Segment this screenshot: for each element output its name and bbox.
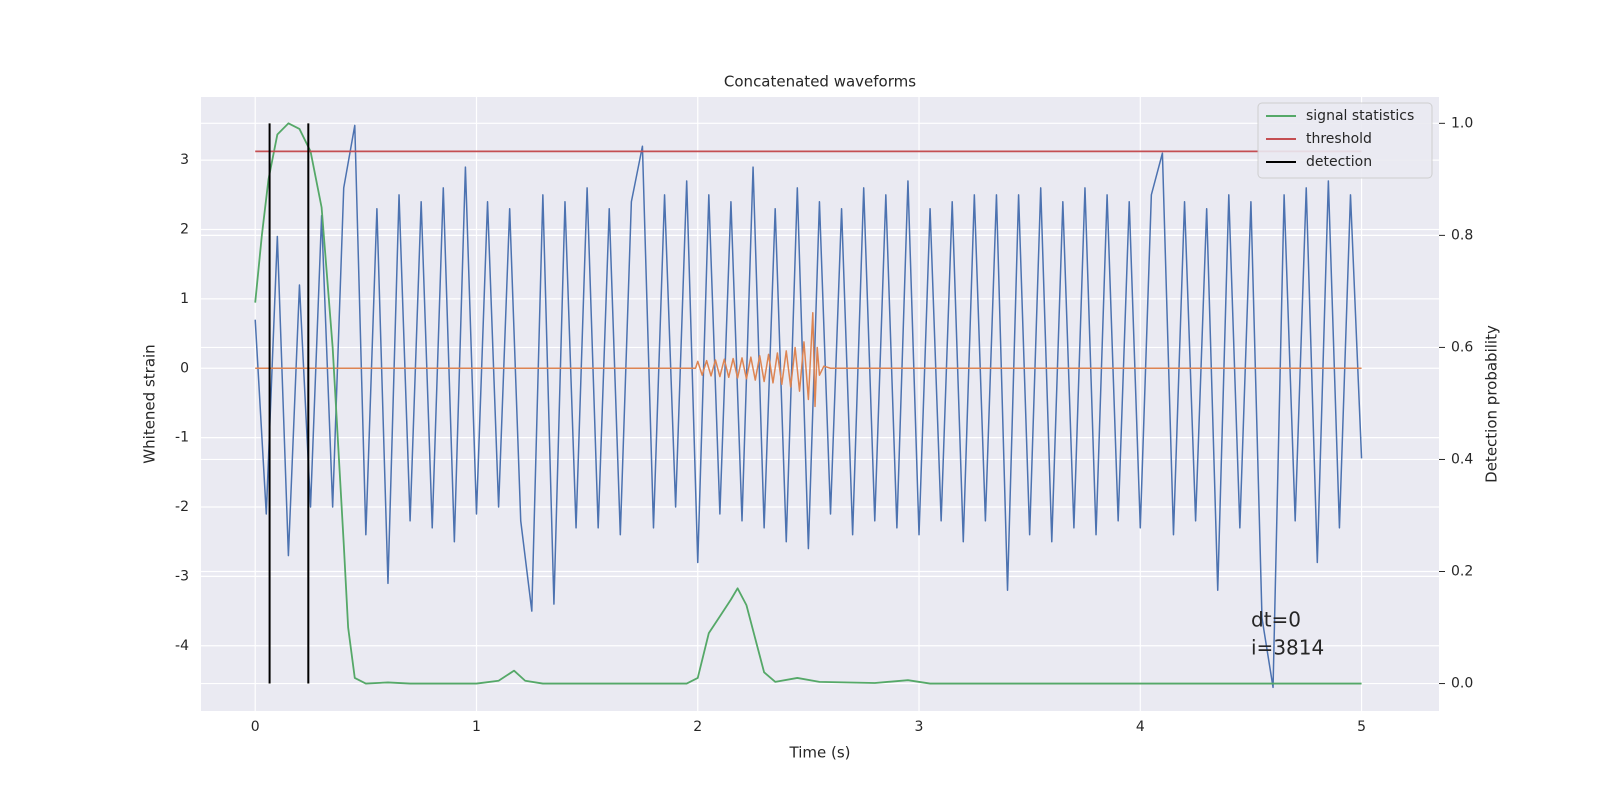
x-tick-label: 3 xyxy=(915,719,924,735)
y2-tick-label: 0.0 xyxy=(1451,676,1473,692)
x-tick-label: 1 xyxy=(472,719,481,735)
series-line xyxy=(255,312,1362,408)
series-line xyxy=(254,124,1363,689)
legend-label: detection xyxy=(1306,154,1372,170)
y2-axis-label: Detection probability xyxy=(1483,325,1501,483)
legend-label: signal statistics xyxy=(1306,108,1414,124)
y-tick-label: -3 xyxy=(175,568,189,584)
legend-box xyxy=(1257,102,1433,179)
annotation: dt=0 xyxy=(1251,608,1301,632)
plot-area xyxy=(201,97,1439,711)
y-tick-label: -1 xyxy=(175,430,189,446)
y-axis-label: Whitened strain xyxy=(141,344,159,463)
y-tick-label: -4 xyxy=(175,638,189,654)
x-tick-label: 4 xyxy=(1136,719,1145,735)
x-tick-label: 0 xyxy=(251,719,260,735)
chart-title: Concatenated waveforms xyxy=(724,73,916,91)
labels: 0 1 2 3 4 5 -4 -3 -2 -1 0 1 2 3 0.0 0.2 0.4 0.6 0.8 1.0 dt=0… xyxy=(175,102,1473,735)
y2-tick-label: 0.6 xyxy=(1451,339,1473,355)
annotation: i=3814 xyxy=(1251,636,1324,660)
x-tick-label: 5 xyxy=(1357,719,1366,735)
x-axis-label: Time (s) xyxy=(789,744,851,762)
marks xyxy=(254,122,1363,689)
y-tick-label: -2 xyxy=(175,499,189,515)
y-tick-label: 1 xyxy=(180,291,189,307)
y2-tick-label: 0.8 xyxy=(1451,227,1473,243)
y2-tick-label: 0.4 xyxy=(1451,451,1473,467)
legend-label: threshold xyxy=(1306,131,1372,147)
y-tick-label: 0 xyxy=(180,360,189,376)
y-tick-label: 2 xyxy=(180,222,189,238)
x-tick-label: 2 xyxy=(693,719,702,735)
y2-tick-label: 0.2 xyxy=(1451,564,1473,580)
y2-tick-label: 1.0 xyxy=(1451,115,1473,131)
y-tick-label: 3 xyxy=(180,152,189,168)
